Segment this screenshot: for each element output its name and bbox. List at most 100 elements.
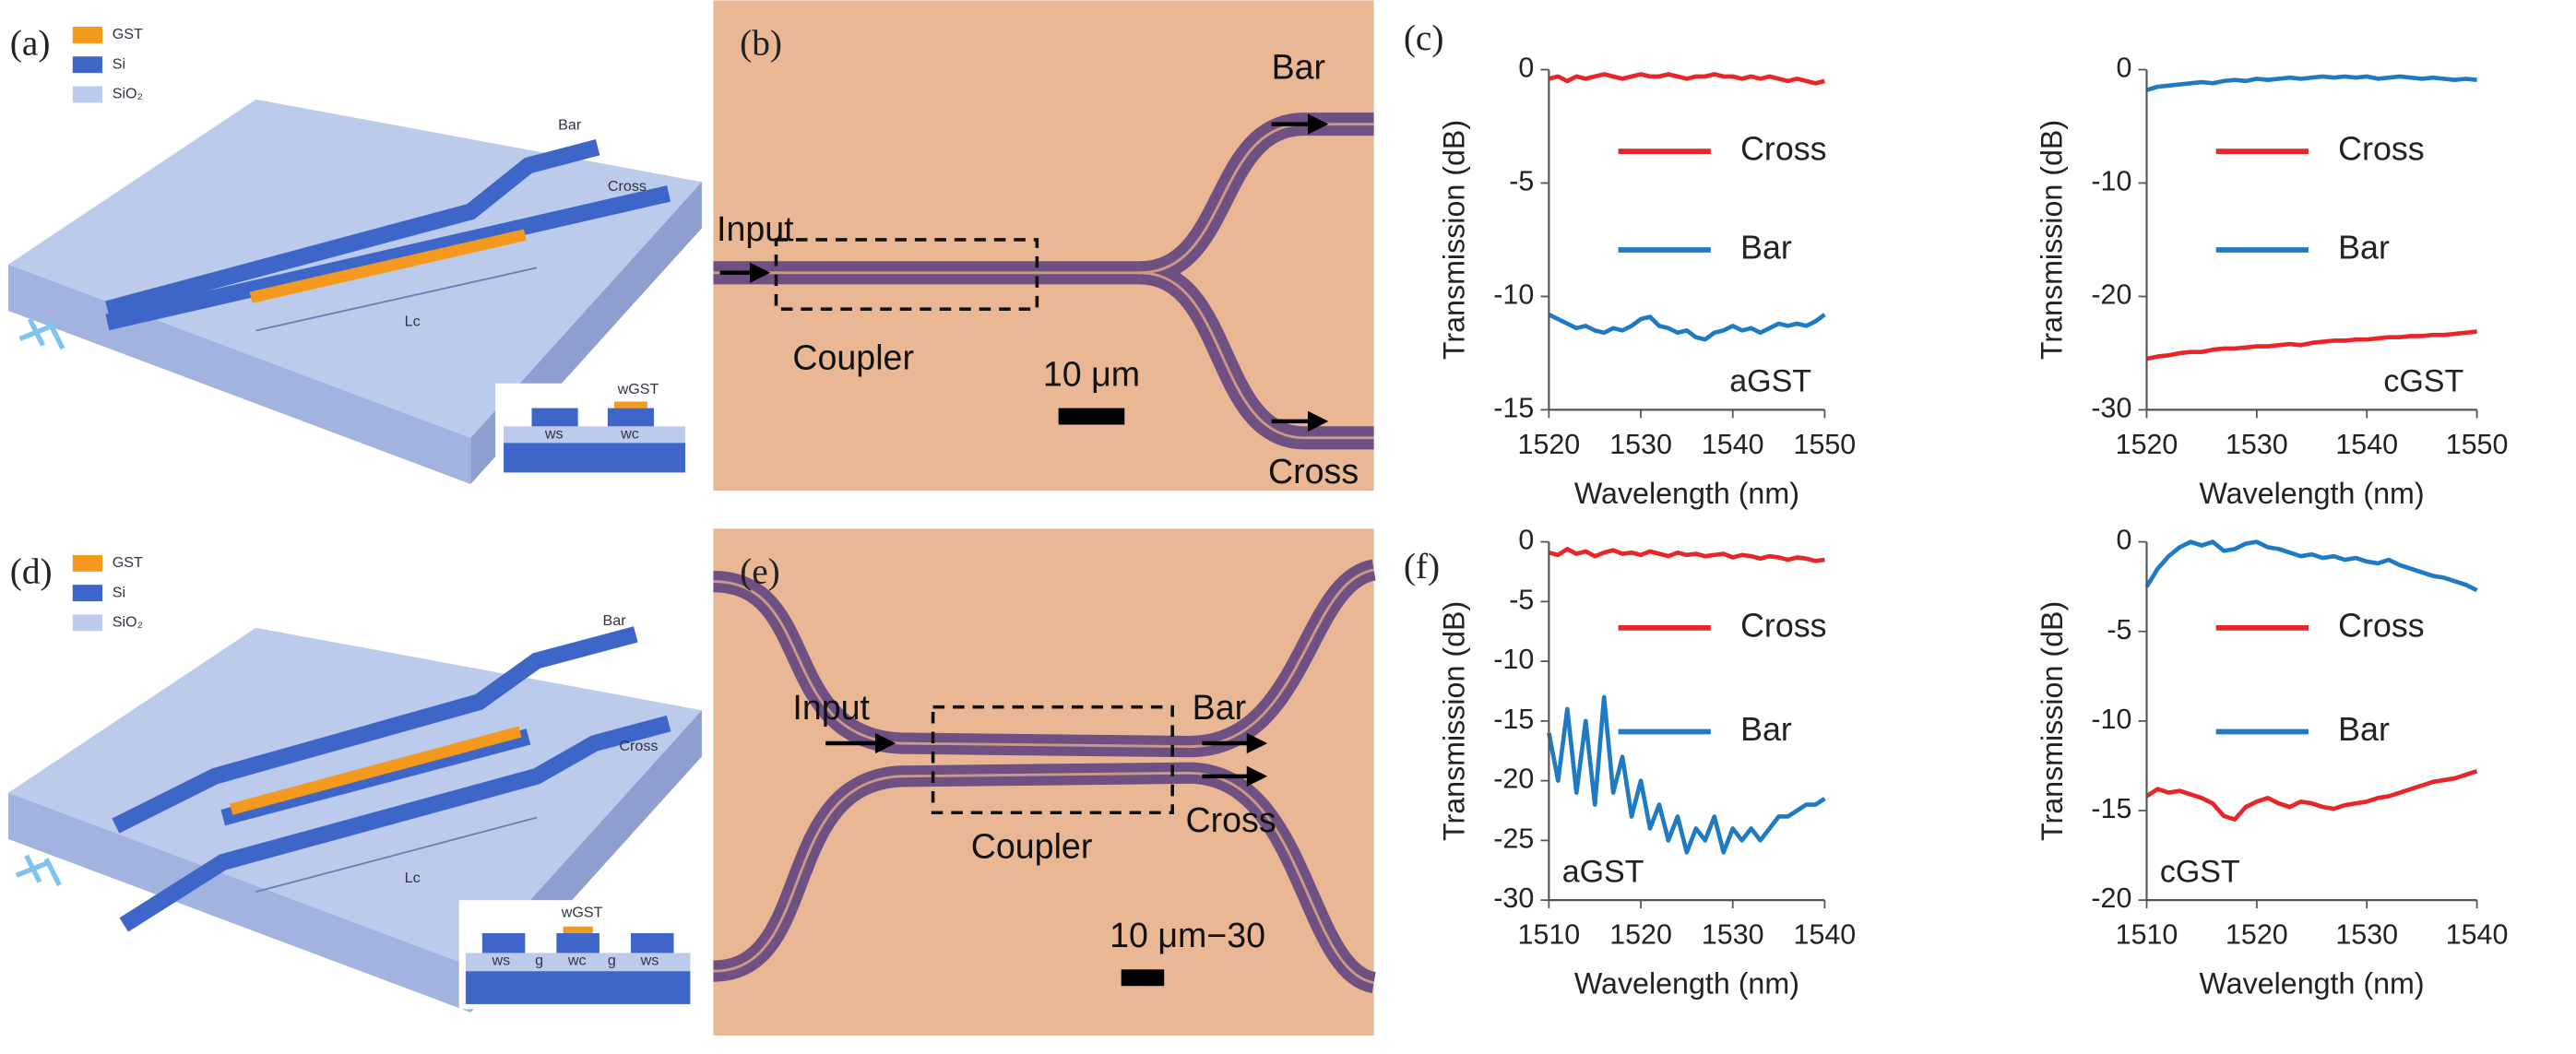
- x-axis-label: Wavelength (nm): [2199, 967, 2424, 1001]
- inset-gst: [563, 926, 593, 933]
- panel-label: (c): [1404, 18, 1444, 58]
- y-tick-label: -20: [2091, 882, 2131, 914]
- inset-block: [481, 932, 526, 953]
- slab-top: [7, 627, 702, 966]
- port-label: Cross: [619, 738, 658, 754]
- y-axis-label: Transmission (dB): [1438, 120, 1471, 360]
- y-tick-label: 0: [1518, 53, 1534, 84]
- y-axis-label: Transmission (dB): [2036, 601, 2069, 841]
- inset-si: [504, 443, 686, 473]
- coupler-label: Coupler: [971, 827, 1093, 866]
- x-tick-label: 1540: [1702, 429, 1764, 460]
- legend-label: Cross: [1740, 607, 1826, 644]
- x-tick-label: 1510: [1518, 919, 1581, 951]
- inset-label: ws: [640, 953, 659, 969]
- micrograph-e: Input Bar Cross Coupler 10 μm−30: [712, 528, 1377, 1036]
- annotation: cGST: [2383, 364, 2463, 399]
- legend-label: GST: [113, 554, 143, 571]
- port-label: Input: [792, 688, 870, 727]
- y-axis-label: Transmission (dB): [2036, 120, 2069, 360]
- x-tick-label: 1550: [1794, 429, 1857, 460]
- x-tick-label: 1540: [1794, 919, 1857, 951]
- inset-block: [556, 932, 599, 953]
- legend-label: Bar: [1740, 711, 1792, 748]
- inset-label: ws: [544, 425, 564, 442]
- y-tick-label: -10: [1493, 278, 1534, 310]
- gst-strip: [249, 229, 527, 303]
- coupler-box: [774, 238, 1039, 311]
- x-tick-label: 1520: [2226, 919, 2288, 951]
- legend-label: GST: [113, 26, 143, 42]
- data-line: [1548, 72, 1825, 86]
- length-label: Lc: [405, 870, 421, 886]
- x-tick-label: 1550: [2446, 429, 2509, 460]
- waveguide-bar: [112, 626, 638, 834]
- laser-icon: [18, 317, 65, 350]
- coupler-label: Coupler: [792, 338, 914, 377]
- data-line: [2145, 769, 2478, 823]
- panel-label: (f): [1404, 546, 1440, 586]
- y-tick-label: -20: [1493, 764, 1534, 795]
- waveguide-cores: [713, 123, 1374, 440]
- length-label: Lc: [405, 314, 421, 330]
- data-line: [2144, 539, 2478, 593]
- inset-si: [465, 971, 691, 1004]
- port-label: Input: [717, 209, 794, 248]
- port-label: Bar: [602, 612, 626, 629]
- port-label: Cross: [608, 178, 647, 195]
- data-line: [2145, 74, 2477, 92]
- annotation: cGST: [2160, 854, 2240, 889]
- legend-label: Cross: [1740, 131, 1826, 168]
- inset-oxide: [465, 953, 691, 972]
- x-tick-label: 1520: [1518, 429, 1581, 460]
- legend-swatch: [72, 585, 103, 602]
- legend-swatch: [72, 554, 103, 572]
- data-line: [1547, 694, 1826, 855]
- micrograph-b: Bar Input Coupler Cross 10 μm: [713, 0, 1374, 491]
- annotation: aGST: [1562, 854, 1644, 889]
- inset-block: [531, 408, 578, 427]
- data-line: [1548, 547, 1825, 563]
- inset-label: wGST: [617, 381, 659, 397]
- legend-label: Bar: [2338, 711, 2390, 748]
- legend-label: Si: [113, 584, 125, 600]
- y-tick-label: 0: [2116, 53, 2131, 84]
- panel-label: (d): [10, 551, 53, 591]
- port-label: Bar: [1193, 688, 1246, 727]
- x-axis-label: Wavelength (nm): [1574, 967, 1799, 1001]
- x-axis-label: Wavelength (nm): [1574, 477, 1799, 510]
- waveguide-cores: [713, 568, 1374, 985]
- y-tick-label: -5: [2107, 614, 2131, 645]
- port-label: Cross: [1185, 800, 1276, 839]
- x-axis-label: Wavelength (nm): [2199, 477, 2424, 510]
- laser-icon: [15, 854, 62, 887]
- inset-gst: [614, 401, 647, 409]
- waveguide-core: [713, 568, 1374, 749]
- legend-swatch: [72, 86, 103, 103]
- panel-label: (e): [740, 551, 780, 591]
- y-tick-label: 0: [1518, 525, 1534, 556]
- waveguide-core: [713, 771, 1374, 985]
- x-tick-label: 1530: [1702, 919, 1764, 951]
- inset-label: wc: [567, 953, 587, 969]
- inset-label: wc: [620, 425, 639, 442]
- inset-label: wGST: [561, 905, 603, 921]
- inset-oxide: [504, 426, 686, 444]
- y-tick-label: -15: [1493, 704, 1534, 735]
- scale-bar: [1058, 408, 1125, 425]
- port-label: Bar: [1272, 48, 1325, 87]
- slab-front: [7, 792, 471, 1013]
- y-tick-label: -5: [1509, 584, 1534, 615]
- legend-label: Bar: [2338, 229, 2390, 266]
- length-line: [255, 266, 538, 332]
- waveguide-bar: [105, 139, 600, 317]
- annotation: aGST: [1729, 364, 1811, 399]
- port-label: Cross: [1268, 452, 1359, 491]
- x-tick-label: 1530: [2335, 919, 2398, 951]
- y-tick-label: -5: [1509, 166, 1534, 197]
- legend-label: Cross: [2338, 607, 2424, 644]
- y-tick-label: -25: [1493, 823, 1534, 854]
- x-tick-label: 1530: [2226, 429, 2288, 460]
- legend-label: Si: [113, 55, 125, 72]
- inset-label: g: [608, 953, 616, 969]
